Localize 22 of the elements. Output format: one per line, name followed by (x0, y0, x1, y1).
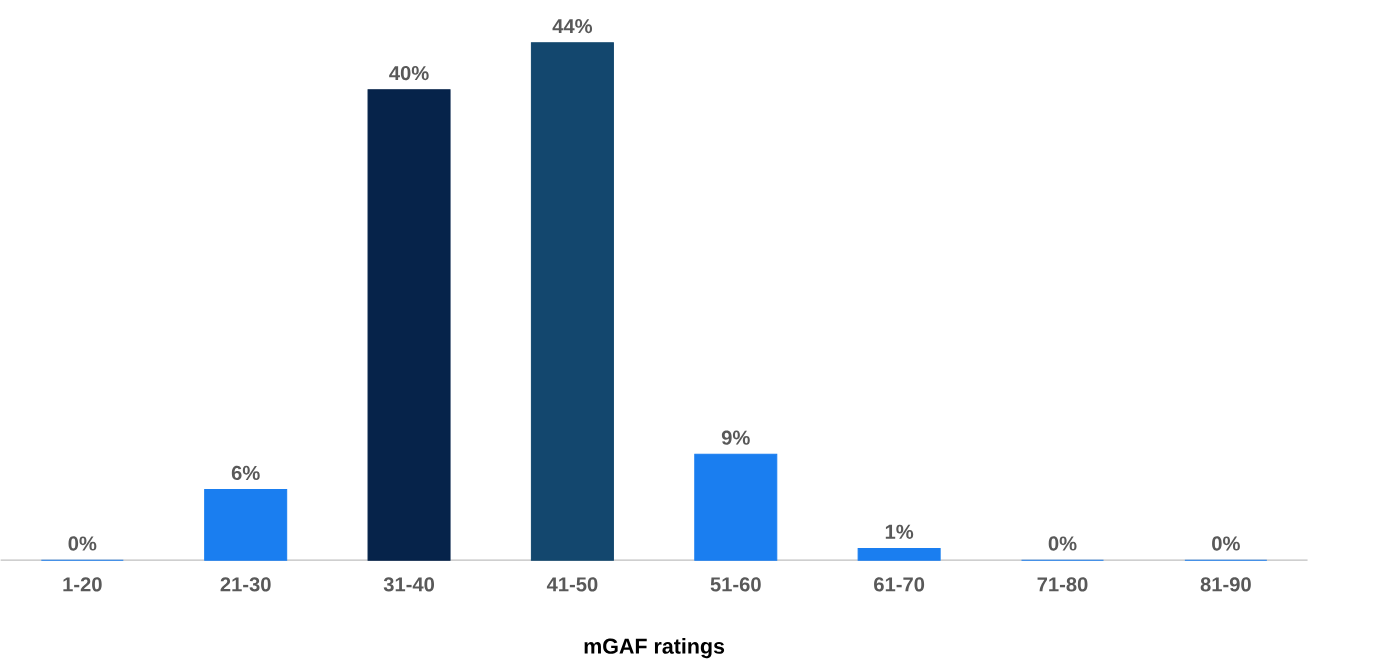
data-label: 0% (68, 536, 97, 551)
bar (530, 42, 614, 561)
data-label: 1% (885, 524, 914, 539)
x-tick-label: 31-40 (383, 577, 435, 592)
data-label: 44% (552, 19, 593, 34)
data-label: 0% (1048, 536, 1077, 551)
x-axis-title: mGAF ratings (584, 638, 725, 659)
bar (857, 547, 941, 561)
bar (367, 89, 451, 561)
data-label: 6% (231, 465, 260, 481)
x-tick-label: 51-60 (710, 577, 761, 592)
x-tick-label: 41-50 (546, 577, 598, 592)
data-label: 9% (721, 430, 750, 445)
x-tick-label: 61-70 (874, 577, 925, 592)
x-tick-label: 21-30 (220, 577, 271, 592)
x-tick-label: 1-20 (63, 577, 102, 592)
bar (204, 489, 288, 561)
x-tick-label: 71-80 (1037, 577, 1088, 592)
data-label: 40% (389, 66, 429, 81)
x-tick-label: 81-90 (1200, 577, 1251, 592)
bar (694, 453, 778, 561)
data-label: 0% (1212, 536, 1240, 551)
